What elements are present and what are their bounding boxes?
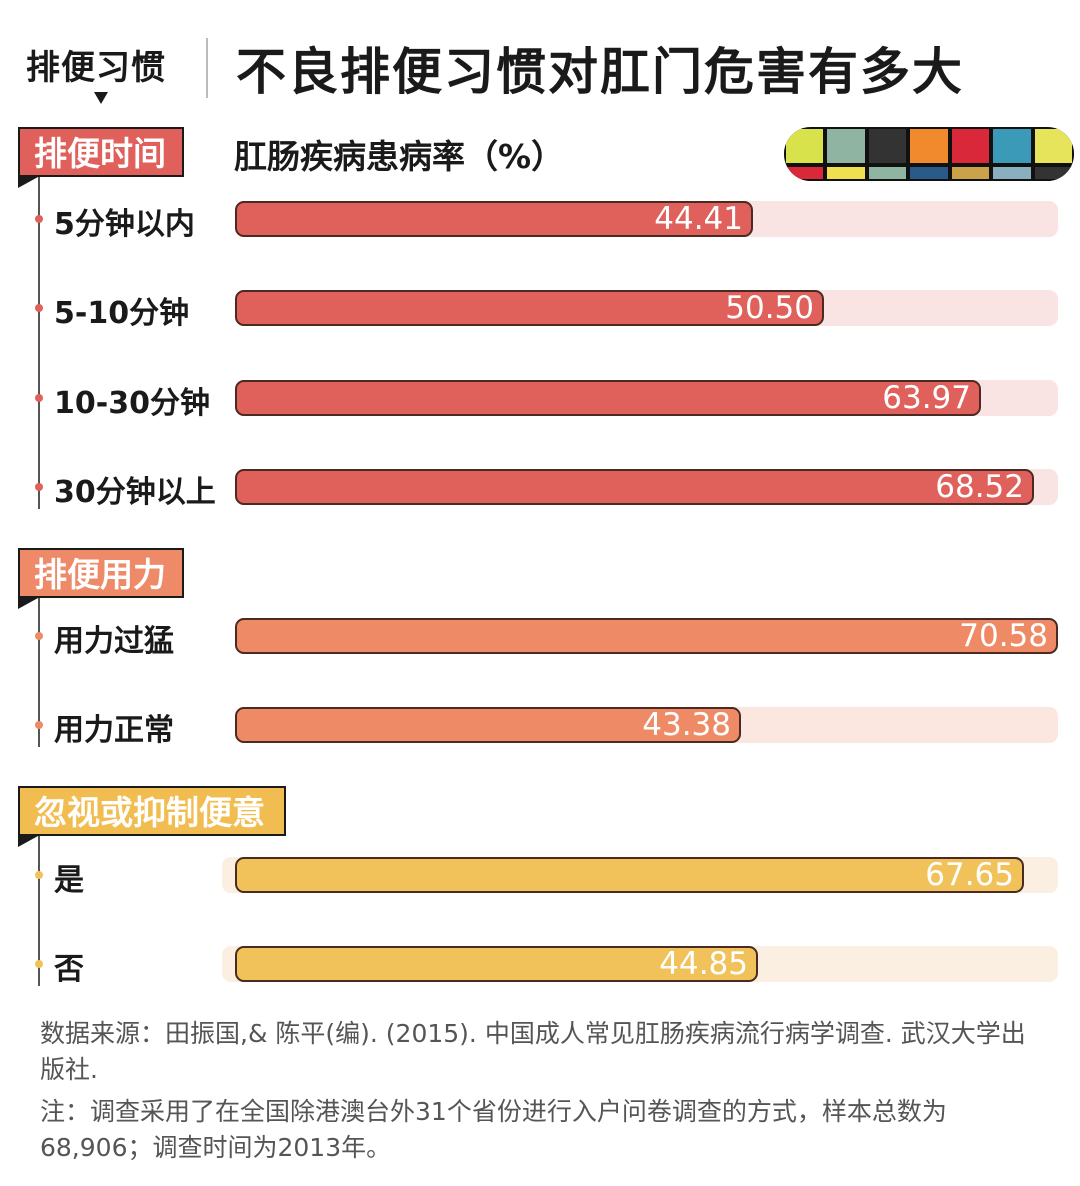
timeline-dot	[35, 304, 43, 312]
color-strip-bottom-row	[784, 165, 1074, 181]
category-label: 10-30分钟	[54, 386, 210, 421]
bar	[235, 707, 741, 743]
data-label: 70.58	[959, 618, 1048, 654]
title-divider	[206, 38, 208, 98]
strip-bottom-swatch	[825, 165, 867, 181]
bar	[235, 946, 758, 982]
section-notch-icon	[18, 836, 38, 847]
timeline-dot	[35, 721, 43, 729]
strip-bottom-swatch	[991, 165, 1033, 181]
category-label: 否	[54, 952, 84, 987]
kicker: 排便习惯	[26, 48, 166, 88]
bar	[235, 618, 1058, 654]
section-notch-icon	[18, 177, 38, 188]
timeline-line	[38, 177, 40, 509]
strip-bottom-swatch	[949, 165, 992, 181]
timeline-dot	[35, 960, 43, 968]
section-label: 排便时间	[18, 127, 184, 177]
bar	[235, 201, 753, 237]
strip-top-swatch	[1032, 127, 1074, 165]
data-label: 68.52	[935, 469, 1024, 505]
color-strip-decoration	[784, 127, 1074, 181]
main-title: 不良排便习惯对肛门危害有多大	[236, 43, 964, 101]
section-notch-icon	[18, 598, 38, 609]
bar	[235, 469, 1034, 505]
bar	[235, 290, 824, 326]
data-label: 44.85	[659, 946, 748, 982]
strip-top-swatch	[784, 127, 826, 165]
category-label: 用力过猛	[54, 624, 174, 659]
timeline-dot	[35, 394, 43, 402]
strip-top-swatch	[991, 127, 1033, 165]
kicker-arrow-icon	[94, 92, 108, 104]
category-label: 5分钟以内	[54, 207, 195, 242]
timeline-dot	[35, 483, 43, 491]
section-label: 忽视或抑制便意	[18, 786, 286, 836]
timeline-dot	[35, 632, 43, 640]
strip-bottom-swatch	[866, 165, 909, 181]
chart-subtitle: 肛肠疾病患病率（%）	[234, 137, 565, 176]
data-label: 63.97	[882, 380, 971, 416]
bar	[235, 380, 981, 416]
source-text: 数据来源：田振国,& 陈平(编). (2015). 中国成人常见肛肠疾病流行病学…	[40, 1019, 1026, 1084]
category-label: 30分钟以上	[54, 475, 216, 510]
timeline-line	[38, 836, 40, 986]
data-label: 50.50	[725, 290, 814, 326]
strip-bottom-swatch	[908, 165, 950, 181]
timeline-dot	[35, 871, 43, 879]
data-label: 44.41	[654, 201, 743, 237]
category-label: 是	[54, 863, 84, 898]
category-label: 5-10分钟	[54, 296, 190, 331]
strip-top-swatch	[949, 127, 992, 165]
strip-top-swatch	[866, 127, 909, 165]
data-label: 67.65	[925, 857, 1014, 893]
timeline-line	[38, 598, 40, 747]
section-label: 排便用力	[18, 548, 184, 598]
note-text: 注：调查采用了在全国除港澳台外31个省份进行入户问卷调查的方式，样本总数为68,…	[40, 1097, 947, 1162]
bar	[235, 857, 1024, 893]
timeline-dot	[35, 215, 43, 223]
category-label: 用力正常	[54, 713, 174, 748]
color-strip-top-row	[784, 127, 1074, 165]
strip-top-swatch	[908, 127, 950, 165]
data-label: 43.38	[642, 707, 731, 743]
strip-bottom-swatch	[784, 165, 826, 181]
strip-bottom-swatch	[1032, 165, 1074, 181]
strip-top-swatch	[825, 127, 867, 165]
